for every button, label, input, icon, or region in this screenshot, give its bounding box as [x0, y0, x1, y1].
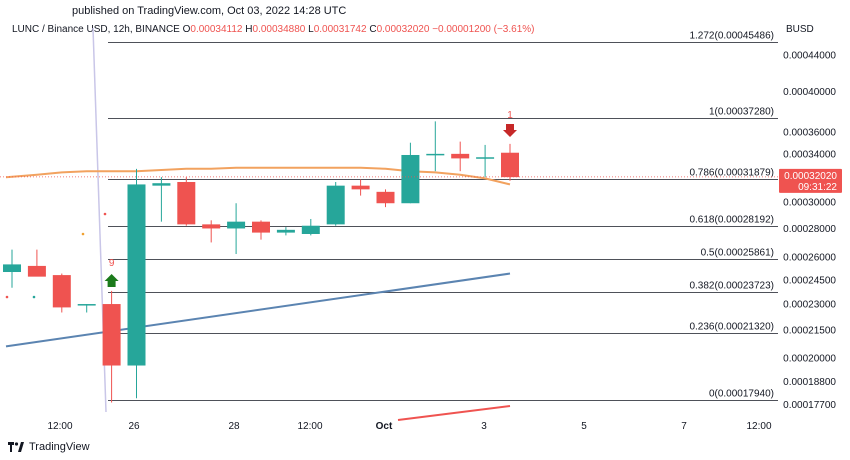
price-tick: 0.00018800 — [783, 377, 836, 388]
price-tick: 0.00028000 — [783, 224, 836, 235]
candle-body — [202, 224, 221, 229]
fib-retracement: 1.272(0.00045486) 1(0.00037280) 0.786(0.00… — [92, 27, 778, 413]
ema-orange-line — [5, 166, 511, 186]
time-tick: 28 — [228, 421, 240, 432]
candle-body — [177, 181, 196, 225]
candle-body — [276, 229, 295, 233]
candle-body — [3, 264, 21, 273]
time-tick: 5 — [581, 421, 587, 432]
low-label: L — [308, 24, 314, 35]
time-tick: 3 — [481, 421, 487, 432]
fib-label: 1(0.00037280) — [709, 107, 774, 118]
time-tick: 26 — [128, 421, 140, 432]
candle-body — [426, 153, 445, 156]
candle-body — [351, 185, 370, 190]
time-tick: 7 — [681, 421, 687, 432]
candle-body — [476, 157, 495, 159]
open-label: O — [182, 24, 191, 35]
price-tick: 0.00040000 — [783, 87, 836, 98]
published-line: published on TradingView.com, Oct 03, 20… — [72, 5, 347, 17]
buy-arrow-label: 9 — [109, 258, 115, 269]
price-tick: 0.00023000 — [783, 300, 836, 311]
fib-label: 0.5(0.00025861) — [701, 248, 774, 259]
price-tick: 0.00036000 — [783, 127, 836, 138]
candle-body — [152, 183, 171, 186]
candle-body — [252, 221, 270, 233]
candle-body — [27, 265, 46, 277]
fib-label: 0.786(0.00031879) — [689, 168, 774, 179]
price-tick: 0.00030000 — [783, 197, 836, 208]
sell-arrow-icon — [503, 124, 517, 137]
price-tick: 0.00024500 — [783, 275, 836, 286]
price-tick: 0.00020000 — [783, 353, 836, 364]
candle-body — [326, 185, 345, 225]
buy-arrow-icon — [104, 274, 119, 287]
candle-body — [376, 191, 395, 204]
time-tick: 12:00 — [746, 421, 771, 432]
close-value: 0.00032020 — [376, 24, 430, 35]
fib-label: 1.272(0.00045486) — [689, 31, 774, 42]
low-value: 0.00031742 — [313, 24, 367, 35]
time-tick: Oct — [376, 421, 393, 432]
fib-label: 0(0.00017940) — [709, 389, 774, 400]
high-label: H — [245, 24, 253, 35]
candle-body — [401, 154, 420, 204]
candle-body — [77, 304, 96, 306]
time-tick: 12:00 — [297, 421, 322, 432]
candle-body — [301, 225, 320, 234]
tradingview-logo[interactable]: TradingView — [8, 441, 90, 453]
price-tick: 0.00021500 — [783, 325, 836, 336]
tradingview-logo-icon — [8, 442, 24, 452]
last-price-badge-bg — [779, 168, 842, 193]
close-label: C — [369, 24, 377, 35]
candle-body — [501, 152, 519, 178]
fib-label: 0.236(0.00021320) — [689, 322, 774, 333]
price-tick: 0.00044000 — [783, 50, 836, 61]
indicator-dot — [5, 295, 9, 299]
symbol-label[interactable]: LUNC / Binance USD, 12h, BINANCE — [12, 24, 180, 35]
candlesticks — [3, 121, 519, 403]
ema-red-line — [397, 405, 511, 421]
candle-body — [227, 221, 246, 229]
indicator-dot — [81, 232, 85, 236]
price-tick: 0.00034000 — [783, 149, 836, 160]
price-tick: 0.00026000 — [783, 252, 836, 263]
time-axis[interactable]: 12:00 26 28 12:00 Oct 3 5 7 12:00 — [47, 421, 771, 432]
moving-averages — [5, 166, 511, 421]
price-tick: 0.00017700 — [783, 400, 836, 411]
indicator-dot — [103, 212, 107, 216]
fib-label: 0.382(0.00023723) — [689, 281, 774, 292]
last-price-value: 0.00032020 — [784, 171, 837, 182]
currency-label: BUSD — [786, 24, 814, 35]
time-tick: 12:00 — [47, 421, 72, 432]
price-axis[interactable]: 0.00044000 0.00040000 0.00036000 0.00034000… — [783, 50, 836, 411]
high-value: 0.00034880 — [252, 24, 306, 35]
candle-body — [52, 275, 71, 308]
indicator-dot — [32, 295, 36, 299]
candle-body — [102, 304, 121, 366]
open-value: 0.00034112 — [190, 24, 243, 35]
candle-body — [127, 184, 146, 366]
ohlc-legend: LUNC / Binance USD, 12h, BINANCE O0.0003… — [12, 24, 535, 35]
ema-blue-line — [5, 272, 511, 348]
sell-arrow-label: 1 — [507, 110, 513, 121]
countdown-timer: 09:31:22 — [798, 182, 837, 193]
tradingview-logo-text: TradingView — [29, 441, 90, 453]
fib-label: 0.618(0.00028192) — [689, 215, 774, 226]
candle-body — [451, 153, 470, 159]
change-value: −0.00001200 (−3.61%) — [432, 24, 535, 35]
signal-markers: 19 — [5, 110, 517, 299]
